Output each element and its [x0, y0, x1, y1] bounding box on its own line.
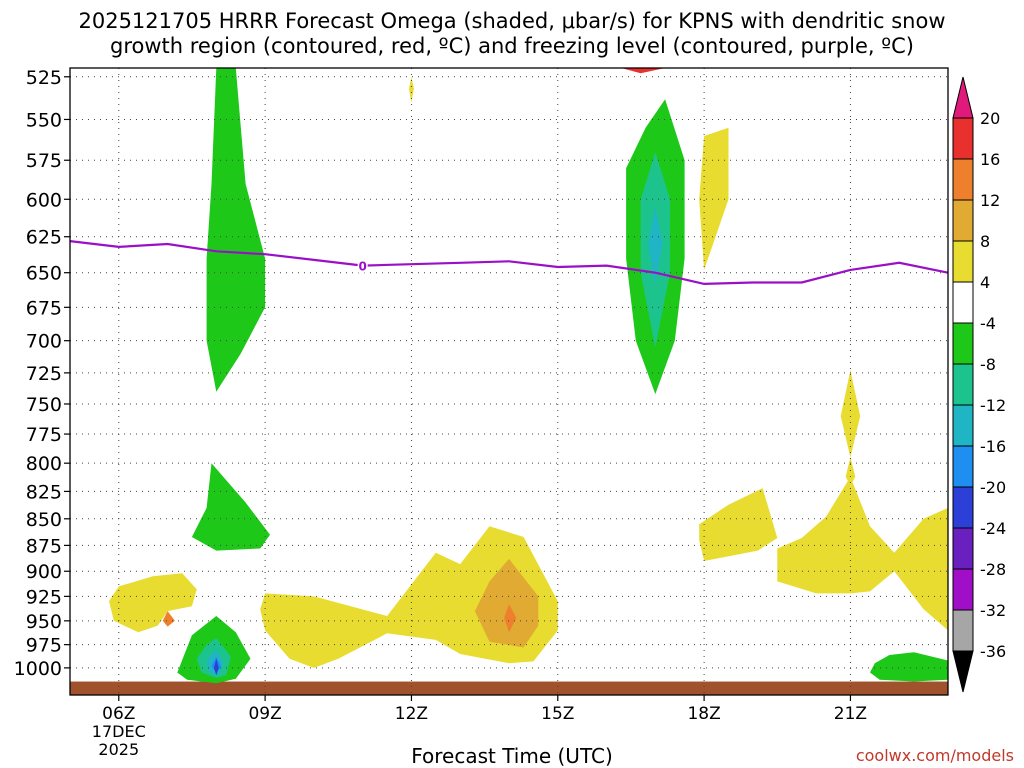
y-tick-label-600: 600	[26, 189, 62, 211]
x-tick-label-15Z: 15Z	[541, 704, 574, 724]
omega-region-13	[504, 604, 517, 633]
omega-region-15	[777, 476, 948, 631]
colorbar-label-6: -8	[980, 355, 996, 374]
colorbar-swatch-13	[952, 609, 974, 652]
colorbar-swatch-1	[952, 117, 974, 160]
colorbar-swatch-3	[952, 199, 974, 242]
x-tick-label-21Z: 21Z	[834, 704, 867, 724]
y-tick-label-725: 725	[26, 363, 62, 385]
credit-link[interactable]: coolwx.com/models	[855, 746, 1014, 765]
colorbar-label-8: -16	[980, 437, 1006, 456]
y-tick-label-575: 575	[26, 150, 62, 172]
colorbar-label-12: -32	[980, 601, 1006, 620]
terrain-band	[70, 681, 948, 695]
x-tick-label-09Z: 09Z	[248, 704, 281, 724]
y-tick-label-675: 675	[26, 297, 62, 319]
x-tick-label-06Z: 06Z	[102, 704, 135, 724]
omega-region-10	[162, 611, 175, 627]
colorbar-swatch-12	[952, 568, 974, 611]
colorbar-label-7: -12	[980, 396, 1006, 415]
y-tick-label-550: 550	[26, 109, 62, 131]
y-tick-label-950: 950	[26, 611, 62, 633]
colorbar-label-13: -36	[980, 642, 1006, 661]
grid-layer	[70, 68, 948, 695]
y-tick-label-625: 625	[26, 227, 62, 249]
colorbar-label-4: 4	[980, 273, 990, 292]
terrain-layer	[70, 681, 948, 695]
omega-region-6	[621, 68, 666, 74]
y-tick-label-875: 875	[26, 535, 62, 557]
omega-region-3	[648, 206, 663, 284]
omega-fill-layer	[109, 68, 948, 684]
y-tick-label-825: 825	[26, 481, 62, 503]
y-axis: 525 550 575 600 625 650 675 700 725 750 775 800 825 8…	[14, 67, 70, 680]
title-line-2: growth region (contoured, red, ºC) and f…	[110, 34, 914, 58]
omega-region-22	[870, 652, 948, 682]
colorbar-label-5: -4	[980, 314, 996, 333]
omega-region-14	[699, 488, 778, 561]
date-label-1: 2025	[98, 740, 139, 759]
colorbar-swatch-6	[952, 322, 974, 365]
omega-region-4	[699, 127, 729, 270]
colorbar-label-9: -20	[980, 478, 1006, 497]
y-tick-label-650: 650	[26, 263, 62, 285]
omega-region-21	[213, 658, 219, 676]
colorbar-label-2: 12	[980, 191, 1000, 210]
y-tick-label-775: 775	[26, 424, 62, 446]
omega-region-5	[409, 76, 414, 103]
omega-region-0	[206, 68, 266, 392]
colorbar-swatch-4	[952, 240, 974, 283]
colorbar-bottom-arrow	[952, 650, 974, 693]
colorbar-swatch-8	[952, 404, 974, 447]
omega-region-12	[474, 558, 539, 648]
y-tick-label-800: 800	[26, 453, 62, 475]
colorbar-label-1: 16	[980, 150, 1000, 169]
colorbar-label-10: -24	[980, 519, 1006, 538]
colorbar-label-11: -28	[980, 560, 1006, 579]
title-line-1: 2025121705 HRRR Forecast Omega (shaded, …	[78, 9, 946, 33]
x-tick-label-18Z: 18Z	[687, 704, 720, 724]
y-tick-label-850: 850	[26, 509, 62, 531]
y-tick-label-900: 900	[26, 561, 62, 583]
y-tick-label-525: 525	[26, 67, 62, 89]
plot-frame	[69, 67, 949, 696]
colorbar-label-3: 8	[980, 232, 990, 251]
y-tick-label-1000: 1000	[14, 658, 62, 680]
colorbar-swatch-5	[952, 281, 974, 324]
freezing-level-label: 0	[358, 260, 366, 274]
omega-region-16	[845, 457, 856, 486]
x-axis-title: Forecast Time (UTC)	[411, 744, 613, 768]
colorbar-label-0: 20	[980, 109, 1000, 128]
freezing-label-bg	[357, 258, 368, 273]
colorbar-swatch-10	[952, 486, 974, 529]
colorbar: 20 16 12 8 4 -4 -8 -12 -16 -20 -24 -28 -32 -36	[952, 76, 1006, 693]
y-tick-label-975: 975	[26, 635, 62, 657]
y-tick-label-925: 925	[26, 586, 62, 608]
colorbar-swatch-2	[952, 158, 974, 201]
omega-region-8	[840, 370, 861, 458]
colorbar-swatch-11	[952, 527, 974, 570]
omega-region-9	[109, 573, 197, 633]
y-tick-label-700: 700	[26, 331, 62, 353]
y-tick-label-750: 750	[26, 394, 62, 416]
omega-region-11	[260, 526, 558, 668]
freezing-level-line	[69, 240, 949, 286]
x-tick-label-12Z: 12Z	[395, 704, 428, 724]
colorbar-swatch-7	[952, 363, 974, 406]
freezing-level-layer: 0	[69, 240, 949, 286]
date-label-0: 17DEC	[92, 722, 146, 741]
omega-region-7	[191, 463, 270, 551]
colorbar-swatch-9	[952, 445, 974, 488]
colorbar-top-arrow	[952, 76, 974, 119]
